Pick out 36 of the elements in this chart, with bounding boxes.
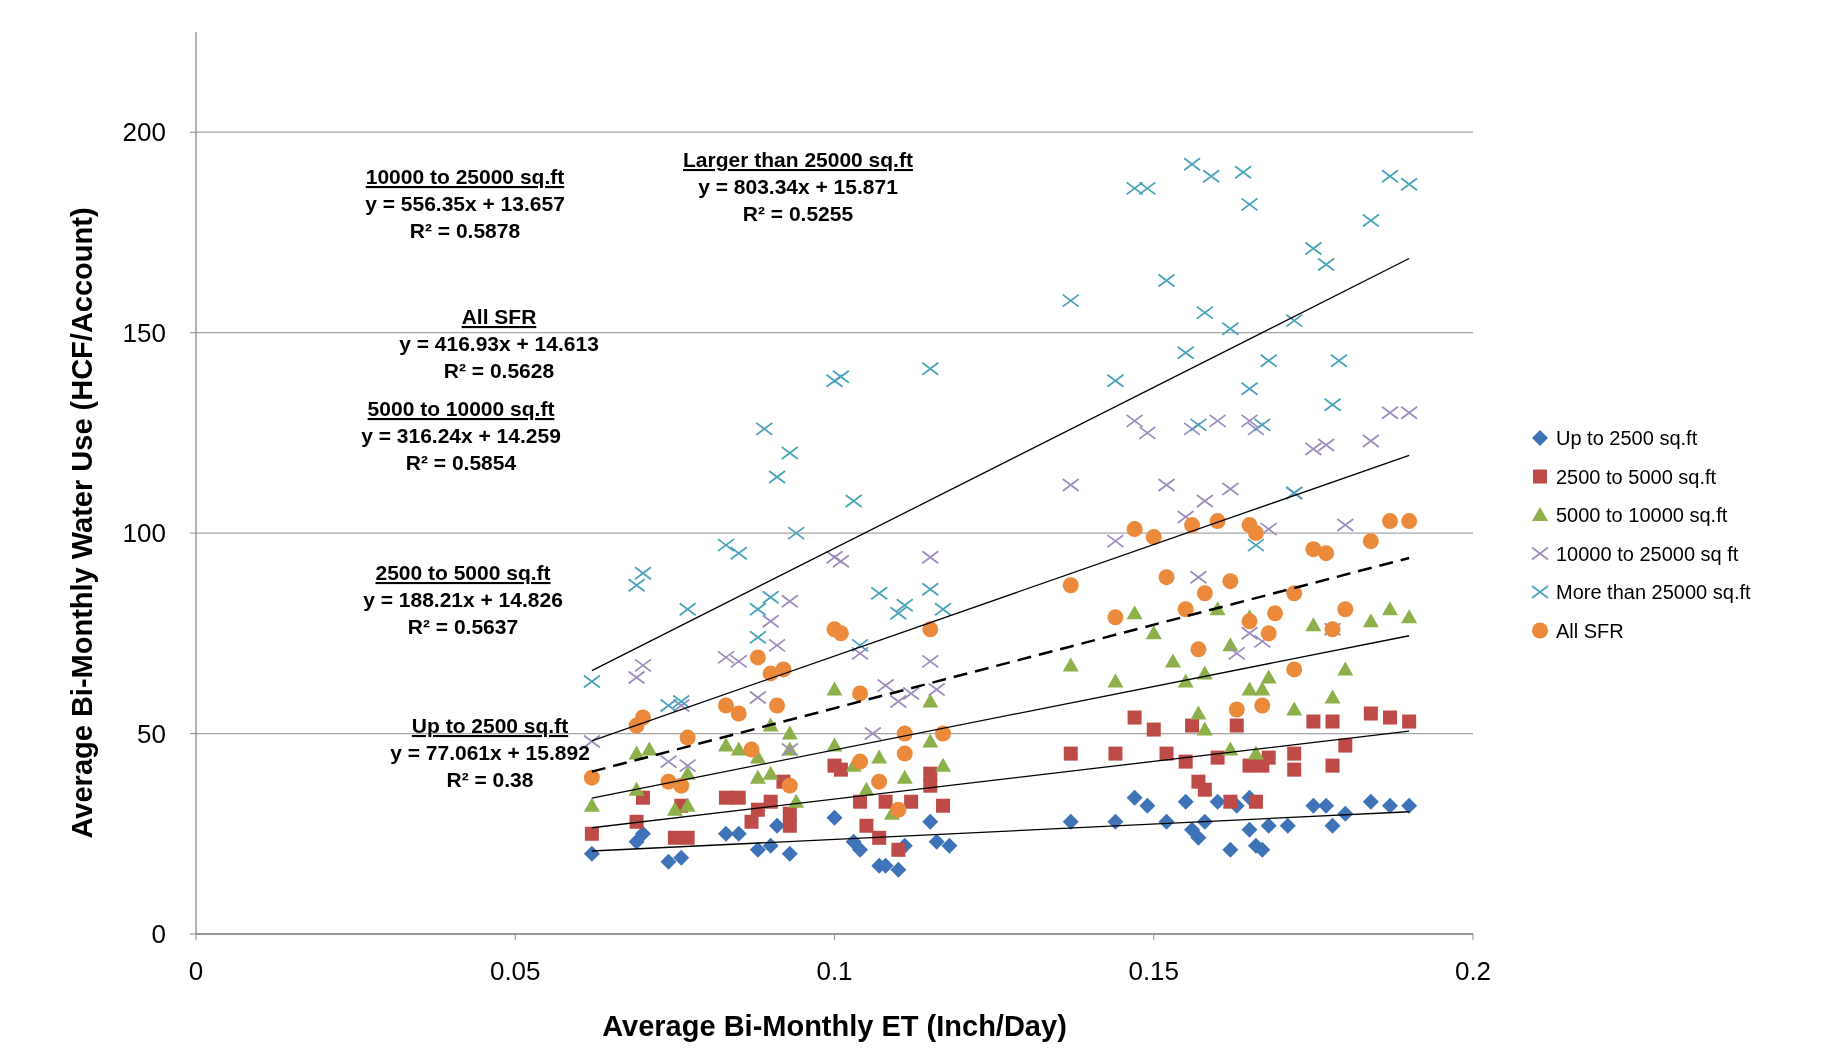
y-tick-label: 150 bbox=[122, 317, 166, 348]
annotation: y = 416.93x + 14.613 bbox=[399, 332, 599, 355]
annotation: All SFR bbox=[461, 305, 537, 328]
y-tick-label: 100 bbox=[122, 518, 166, 549]
x-tick-label: 0.2 bbox=[1454, 956, 1492, 986]
annotation: R² = 0.5255 bbox=[742, 202, 854, 225]
annotation: R² = 0.5637 bbox=[407, 615, 519, 638]
annotation: y = 316.24x + 14.259 bbox=[361, 424, 561, 447]
y-axis-title: Average Bi-Monthly Water Use (HCF/Account) bbox=[66, 207, 98, 839]
legend-label: All SFR bbox=[1556, 619, 1624, 642]
legend-label: Up to 2500 sq.ft bbox=[1556, 427, 1698, 449]
annotation: R² = 0.5854 bbox=[405, 451, 517, 474]
x-tick-label: 0 bbox=[188, 956, 204, 986]
x-tick-label: 0.15 bbox=[1128, 956, 1180, 986]
annotation: y = 803.34x + 15.871 bbox=[698, 175, 899, 198]
annotation: 2500 to 5000 sq.ft bbox=[375, 561, 551, 584]
legend-label: 2500 to 5000 sq.ft bbox=[1556, 465, 1717, 488]
annotation: Up to 2500 sq.ft bbox=[411, 714, 569, 737]
legend-label: 10000 to 25000 sq ft bbox=[1556, 542, 1739, 565]
y-tick-label: 50 bbox=[137, 718, 166, 749]
x-tick-label: 0.05 bbox=[489, 956, 541, 986]
annotation: R² = 0.38 bbox=[446, 768, 534, 791]
annotation: 10000 to 25000 sq.ft bbox=[365, 165, 565, 188]
x-tick-label: 0.1 bbox=[816, 956, 853, 986]
y-tick-label: 200 bbox=[122, 117, 166, 148]
annotation: y = 188.21x + 14.826 bbox=[363, 588, 563, 611]
legend-label: 5000 to 10000 sq.ft bbox=[1556, 504, 1728, 526]
annotation: R² = 0.5628 bbox=[443, 359, 555, 382]
annotation: y = 556.35x + 13.657 bbox=[365, 192, 565, 215]
annotation: y = 77.061x + 15.892 bbox=[390, 741, 590, 764]
legend-label: More than 25000 sq.ft bbox=[1556, 581, 1752, 603]
y-tick-label: 0 bbox=[151, 919, 166, 949]
x-axis-title: Average Bi-Monthly ET (Inch/Day) bbox=[602, 1010, 1067, 1042]
annotation: 5000 to 10000 sq.ft bbox=[367, 397, 555, 420]
annotation: R² = 0.5878 bbox=[409, 219, 521, 242]
annotation: Larger than 25000 sq.ft bbox=[683, 148, 913, 171]
